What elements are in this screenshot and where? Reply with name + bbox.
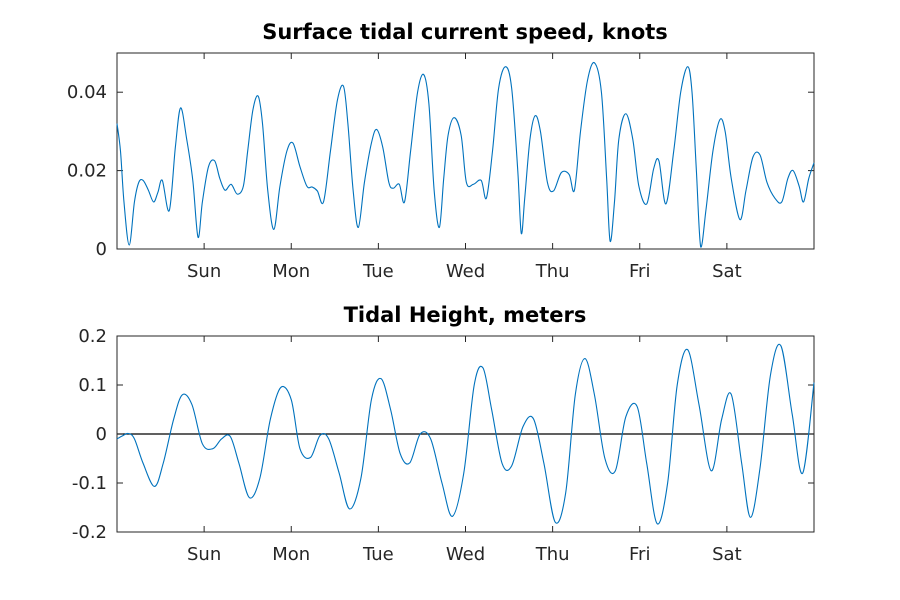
tidal-height-title: Tidal Height, meters <box>344 303 587 327</box>
current-speed-x-tick-label: Thu <box>535 261 570 282</box>
current-speed-x-tick-label: Tue <box>362 261 394 282</box>
tidal-height-line <box>116 343 815 525</box>
tidal-height-x-tick-label: Sat <box>712 544 742 565</box>
current-speed-panel: Surface tidal current speed, knots 0 0.02… <box>67 20 815 282</box>
current-speed-x-tick-label: Fri <box>629 261 650 282</box>
tidal-height-ticks: -0.2 -0.1 0 0.1 0.2 Sun Mon Tue Wed Thu Fri Sat <box>72 326 814 565</box>
tidal-height-x-tick-label: Fri <box>629 544 650 565</box>
tidal-height-panel: Tidal Height, meters -0.2 -0.1 0 0.1 0.2 Sun M… <box>72 303 815 565</box>
current-speed-ticks: 0 0.02 0.04 Sun Mon Tue Wed Thu Fri Sat <box>67 53 814 282</box>
current-speed-title: Surface tidal current speed, knots <box>262 20 668 44</box>
current-speed-y-tick-label: 0.04 <box>67 82 107 103</box>
tidal-height-x-tick-label: Wed <box>446 544 485 565</box>
tidal-height-x-tick-label: Thu <box>535 544 570 565</box>
tidal-height-x-tick-label: Tue <box>362 544 394 565</box>
tidal-height-x-tick-label: Sun <box>187 544 221 565</box>
current-speed-x-tick-label: Mon <box>272 261 310 282</box>
current-speed-x-tick-label: Sun <box>187 261 221 282</box>
current-speed-y-tick-label: 0.02 <box>67 161 107 182</box>
current-speed-x-tick-label: Wed <box>446 261 485 282</box>
current-speed-line <box>116 61 815 248</box>
tidal-height-y-tick-label: -0.2 <box>72 522 107 543</box>
tidal-height-y-tick-label: 0.2 <box>78 326 107 347</box>
current-speed-plot-area <box>116 52 815 250</box>
tidal-height-y-tick-label: -0.1 <box>72 473 107 494</box>
tidal-height-x-tick-label: Mon <box>272 544 310 565</box>
current-speed-y-tick-label: 0 <box>96 239 107 260</box>
tidal-height-y-tick-label: 0 <box>96 424 107 445</box>
tidal-height-y-tick-label: 0.1 <box>78 375 107 396</box>
current-speed-x-tick-label: Sat <box>712 261 742 282</box>
